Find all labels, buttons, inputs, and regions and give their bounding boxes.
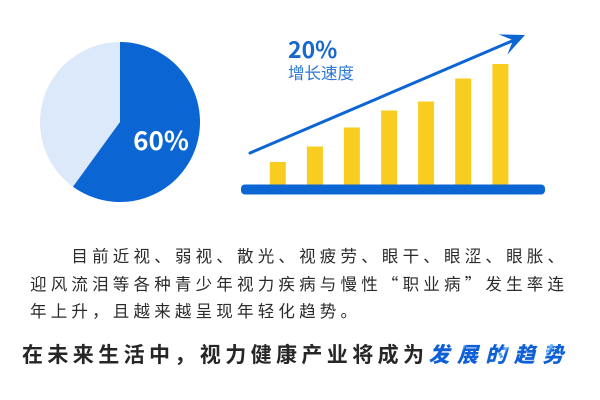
svg-text:增长速度: 增长速度	[288, 60, 354, 84]
svg-text:60%: 60%	[133, 121, 189, 158]
